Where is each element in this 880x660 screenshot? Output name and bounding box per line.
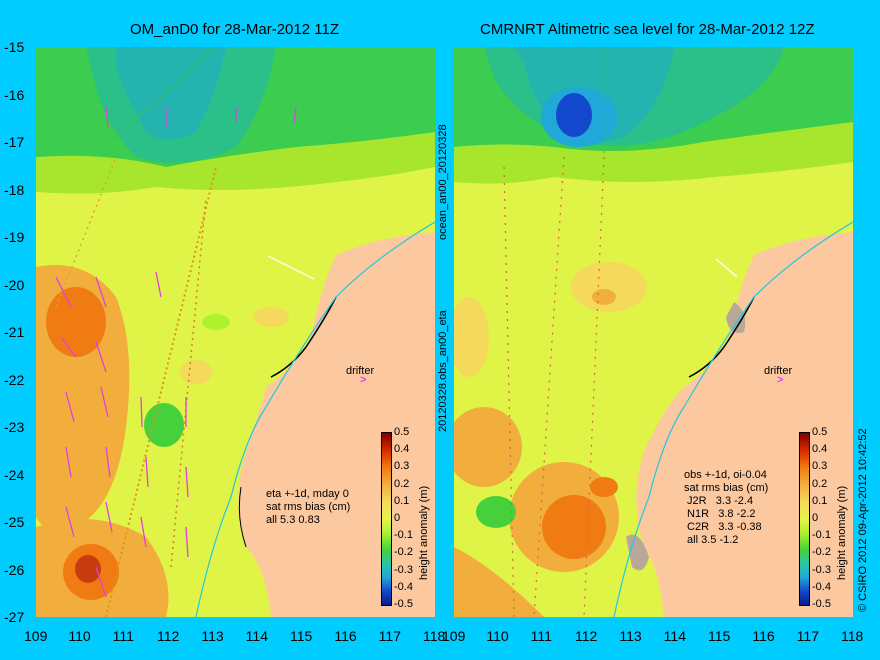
lat-tick-label: -19 [4,229,25,245]
lat-tick-label: -18 [4,181,25,198]
lon-tick-label: 112 [157,628,180,644]
left-map-svg [36,47,435,617]
lon-tick-label: 115 [708,628,731,644]
colorbar-tick-label: 0.4 [812,443,828,456]
lon-tick-label: 116 [334,628,357,644]
colorbar-tick-label: 0.3 [394,460,410,473]
right-side-label: 20120328.obs_an00_eta [437,310,449,432]
lon-tick-label: 113 [619,628,642,644]
lon-tick-label: 115 [290,628,313,644]
lon-tick-label: 118 [423,628,446,644]
lat-tick-label: -21 [4,324,25,340]
colorbar-tick-label: 0.3 [812,460,828,473]
lat-tick-label: -26 [4,561,25,578]
colorbar-tick-label: 0.2 [394,477,410,490]
lon-tick-label: 111 [112,628,134,644]
lon-tick-label: 110 [486,628,509,644]
lon-tick-label: 118 [841,628,864,644]
lon-tick-label: 109 [442,628,466,644]
colorbar-tick-label: 0.2 [812,477,828,490]
lon-tick-label: 112 [575,628,598,644]
colorbar-tick-label: 0.4 [394,443,410,456]
colorbar-tick-label: -0.2 [812,546,831,559]
colorbar-tick-label: -0.5 [812,598,831,610]
credit-label: © CSIRO 2012 09-Apr-2012 10:42:52 [857,428,869,612]
lon-tick-label: 113 [201,628,224,644]
right-drifter-marker: > [777,374,784,386]
left-drifter-label: drifter [346,365,375,377]
lon-tick-label: 110 [68,628,91,644]
colorbar-tick-label: 0 [394,512,401,524]
lat-tick-label: -17 [4,134,25,150]
right-map-svg [454,47,853,617]
colorbar-tick-label: -0.1 [394,529,413,542]
lat-tick-label: -27 [4,609,25,625]
right-title: CMRNRT Altimetric sea level for 28-Mar-2… [480,21,815,38]
left-annotation: eta +-1d, mday 0 sat rms bias (cm) all 5… [266,488,351,526]
left-side-label: ocean_an00_20120328 [437,124,449,240]
colorbar-tick-label: -0.3 [394,563,413,576]
lon-tick-label: 114 [663,628,686,644]
colorbar-tick-label: -0.5 [394,598,413,610]
left-title: OM_anD0 for 28-Mar-2012 11Z [130,21,339,38]
lat-tick-label: -16 [4,86,25,103]
left-colorbar [381,432,392,606]
colorbar-tick-label: -0.2 [394,546,413,559]
colorbar-tick-label: 0.5 [812,426,828,438]
lon-tick-label: 114 [245,628,268,644]
colorbar-tick-label: 0.5 [394,426,410,438]
lat-tick-label: -15 [4,39,25,55]
colorbar-tick-label: -0.4 [812,580,831,593]
right-annotation: obs +-1d, oi-0.04 sat rms bias (cm) J2R … [684,469,769,546]
right-colorbar [799,432,810,606]
lon-tick-label: 117 [796,628,819,644]
lat-tick-label: -20 [4,276,25,293]
colorbar-tick-label: -0.3 [812,563,831,576]
colorbar-tick-label: -0.1 [812,529,831,542]
lon-tick-label: 109 [24,628,48,644]
right-map-panel [454,47,853,617]
lat-tick-label: -23 [4,419,25,435]
lat-tick-label: -24 [4,466,25,483]
colorbar-tick-label: -0.4 [394,580,413,593]
colorbar-tick-label: 0.1 [812,494,828,507]
right-colorbar-label: height anomaly (m) [836,485,848,580]
lat-tick-label: -22 [4,371,25,388]
lon-tick-label: 117 [378,628,401,644]
colorbar-tick-label: 0.1 [394,494,410,507]
left-drifter-marker: > [360,374,367,386]
lat-tick-label: -25 [4,514,25,530]
right-drifter-label: drifter [764,365,793,377]
left-map-panel [36,47,435,617]
lon-tick-label: 111 [530,628,552,644]
lon-tick-label: 116 [752,628,775,644]
left-colorbar-label: height anomaly (m) [418,485,430,580]
colorbar-tick-label: 0 [812,512,819,524]
